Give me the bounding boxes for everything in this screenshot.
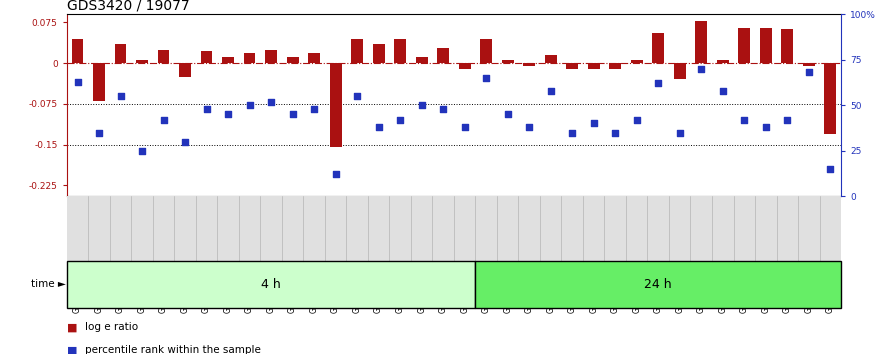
Bar <box>739 28 750 63</box>
Bar <box>481 39 492 63</box>
Bar <box>373 44 384 63</box>
Point <box>500 112 514 117</box>
Point <box>286 112 300 117</box>
Bar <box>760 28 772 63</box>
Bar <box>523 63 535 66</box>
Point <box>135 148 150 154</box>
Point <box>70 79 85 84</box>
Bar <box>437 48 449 63</box>
Bar <box>352 39 363 63</box>
Bar <box>475 261 841 308</box>
Bar <box>695 21 708 63</box>
Point <box>221 112 235 117</box>
Point <box>415 102 429 108</box>
Point <box>737 117 751 122</box>
Text: log e ratio: log e ratio <box>85 322 138 332</box>
Point <box>608 130 622 135</box>
Point <box>673 130 687 135</box>
Bar <box>674 63 685 79</box>
Bar <box>394 39 406 63</box>
Bar <box>136 61 148 63</box>
Bar <box>781 29 793 63</box>
Point <box>758 124 773 130</box>
Point <box>371 124 385 130</box>
Bar <box>502 61 514 63</box>
Point <box>716 88 730 93</box>
Point <box>178 139 192 144</box>
Bar <box>308 53 320 63</box>
Bar <box>265 50 277 63</box>
Text: ■: ■ <box>67 322 77 332</box>
Bar <box>803 63 814 66</box>
Bar <box>652 33 664 63</box>
Point <box>242 102 256 108</box>
Text: 24 h: 24 h <box>644 278 672 291</box>
Point <box>479 75 493 81</box>
Bar <box>610 63 621 69</box>
Bar <box>631 61 643 63</box>
Point <box>544 88 558 93</box>
Text: ■: ■ <box>67 346 77 354</box>
Bar <box>93 63 105 101</box>
Point <box>199 106 214 112</box>
Bar <box>458 63 471 69</box>
Point <box>457 124 472 130</box>
Point <box>328 172 343 177</box>
Bar <box>115 44 126 63</box>
Point <box>781 117 795 122</box>
Bar <box>179 63 191 77</box>
Point <box>823 166 837 172</box>
Bar <box>716 61 729 63</box>
Bar <box>545 55 556 63</box>
Text: time ►: time ► <box>31 279 67 290</box>
Bar <box>71 39 84 63</box>
Bar <box>824 63 837 134</box>
Bar <box>244 53 255 63</box>
Bar <box>416 57 427 63</box>
Text: percentile rank within the sample: percentile rank within the sample <box>85 346 261 354</box>
Point <box>157 117 171 122</box>
Point <box>522 124 537 130</box>
Point <box>307 106 321 112</box>
Point <box>436 106 450 112</box>
Point <box>694 66 708 72</box>
Point <box>651 81 666 86</box>
Bar <box>200 51 213 63</box>
Point <box>802 70 816 75</box>
Text: GDS3420 / 19077: GDS3420 / 19077 <box>67 0 190 13</box>
Bar <box>158 50 169 63</box>
Point <box>565 130 579 135</box>
Bar <box>587 63 600 69</box>
Bar <box>566 63 578 69</box>
Point <box>587 121 601 126</box>
Bar <box>329 63 342 147</box>
Bar <box>287 57 298 63</box>
Point <box>92 130 106 135</box>
Point <box>629 117 643 122</box>
Point <box>393 117 408 122</box>
Point <box>113 93 127 99</box>
Bar <box>222 57 234 63</box>
Bar <box>67 261 475 308</box>
Point <box>350 93 364 99</box>
Point <box>264 99 279 104</box>
Text: 4 h: 4 h <box>261 278 281 291</box>
